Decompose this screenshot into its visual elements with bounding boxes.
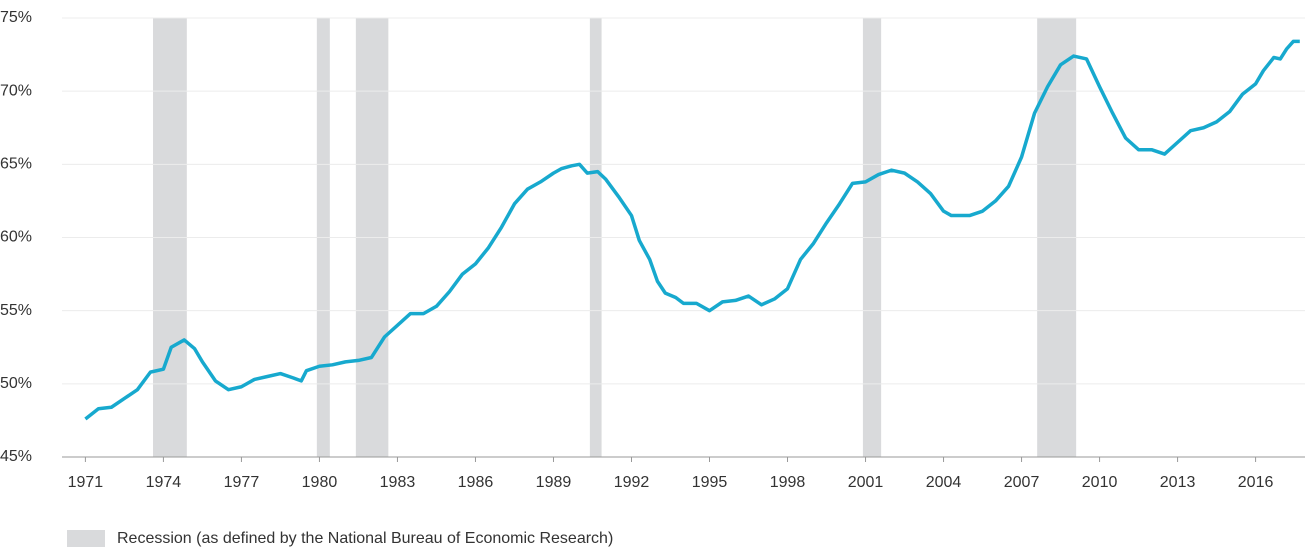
x-tick-label: 2004 [926,474,962,491]
x-tick-label: 1977 [224,474,260,491]
x-tick-label: 1989 [536,474,572,491]
x-tick-label: 1986 [458,474,494,491]
legend-swatch [67,530,105,547]
y-tick-label: 60% [0,229,32,246]
x-tick-label: 2001 [848,474,884,491]
x-tick-label: 1983 [380,474,416,491]
x-tick-label: 2010 [1082,474,1118,491]
x-tick-label: 1980 [302,474,338,491]
x-tick-label: 1971 [68,474,104,491]
y-tick-label: 45% [0,448,32,465]
x-tick-label: 2013 [1160,474,1196,491]
x-tick-label: 1995 [692,474,728,491]
y-tick-label: 50% [0,375,32,392]
y-tick-label: 55% [0,302,32,319]
data-line [84,39,1300,421]
x-tick-label: 2016 [1238,474,1274,491]
x-tick-label: 1992 [614,474,650,491]
x-tick-label: 1998 [770,474,806,491]
x-tick-label: 1974 [146,474,182,491]
legend-label: Recession (as defined by the National Bu… [117,530,613,547]
y-tick-label: 65% [0,156,32,173]
x-tick-label: 2007 [1004,474,1040,491]
y-tick-label: 70% [0,82,32,99]
y-tick-label: 75% [0,9,32,26]
